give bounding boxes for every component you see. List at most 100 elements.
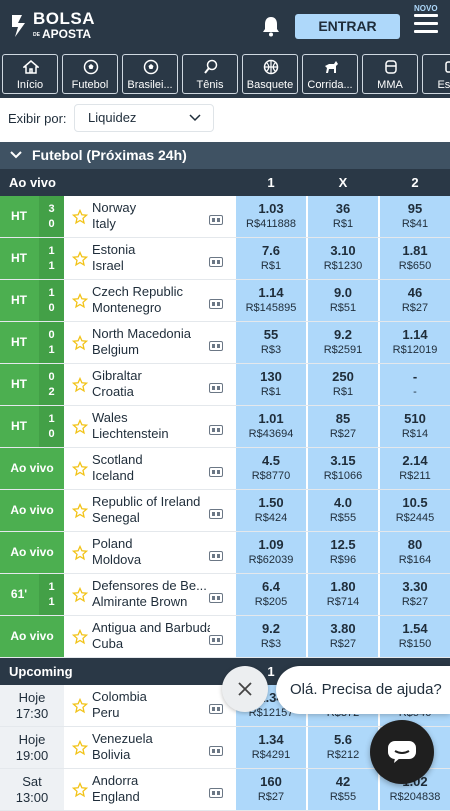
odd-draw[interactable]: 3.80 R$27 [308, 616, 378, 657]
match-teams[interactable]: Poland Moldova [92, 536, 210, 568]
odd-draw[interactable]: 250 R$1 [308, 364, 378, 405]
match-teams[interactable]: Republic of Ireland Senegal [92, 494, 210, 526]
favorite-star-icon[interactable] [71, 628, 89, 650]
sport-tab-futebol[interactable]: Futebol [62, 54, 118, 94]
favorite-star-icon[interactable] [71, 781, 89, 803]
odd-away[interactable]: 46 R$27 [380, 280, 450, 321]
odd-home[interactable]: 130 R$1 [236, 364, 306, 405]
login-button[interactable]: ENTRAR [295, 14, 400, 39]
sport-tab-basquete[interactable]: Basquete [242, 54, 298, 94]
odd-draw[interactable]: 9.2 R$2591 [308, 322, 378, 363]
odd-draw[interactable]: 12.5 R$96 [308, 532, 378, 573]
match-teams[interactable]: Czech Republic Montenegro [92, 284, 210, 316]
favorite-star-icon[interactable] [71, 697, 89, 719]
odd-home[interactable]: 1.09 R$62039 [236, 532, 306, 573]
match-teams[interactable]: Colombia Peru [92, 689, 210, 721]
odd-home[interactable]: 1.34 R$4291 [236, 727, 306, 768]
match-teams[interactable]: North Macedonia Belgium [92, 326, 210, 358]
match-teams[interactable]: Defensores de Be... Almirante Brown [92, 578, 210, 610]
match-teams[interactable]: Scotland Iceland [92, 452, 210, 484]
match-row[interactable]: Ao vivo Scotland Iceland 4.5 R$8770 3.15 R$106… [0, 448, 450, 490]
odd-away[interactable]: 1.14 R$12019 [380, 322, 450, 363]
match-row[interactable]: HT 3 0 Norway Italy 1.03 R$411888 36 R$1 95 R$41 [0, 196, 450, 238]
sport-tab-mma[interactable]: MMA [362, 54, 418, 94]
match-teams[interactable]: Wales Liechtenstein [92, 410, 210, 442]
favorite-star-icon[interactable] [71, 292, 89, 314]
odd-home[interactable]: 7.6 R$1 [236, 238, 306, 279]
odd-away[interactable]: 10.5 R$2445 [380, 490, 450, 531]
hamburger-menu-icon[interactable] [414, 14, 438, 34]
match-row[interactable]: Ao vivo Antigua and Barbuda Cuba 9.2 R$3 3.80… [0, 616, 450, 658]
odd-away[interactable]: 1.54 R$150 [380, 616, 450, 657]
match-row[interactable]: Ao vivo Republic of Ireland Senegal 1.50 R$4… [0, 490, 450, 532]
odd-home[interactable]: 1.14 R$145895 [236, 280, 306, 321]
away-team: Peru [92, 705, 120, 720]
match-row[interactable]: HT 0 1 North Macedonia Belgium 55 R$3 9.2 R$2591… [0, 322, 450, 364]
odd-home[interactable]: 9.2 R$3 [236, 616, 306, 657]
odd-draw[interactable]: 9.0 R$51 [308, 280, 378, 321]
sport-tab-tenis[interactable]: Tênis [182, 54, 238, 94]
sport-tab-brasileirao[interactable]: Brasilei... [122, 54, 178, 94]
match-row[interactable]: HT 1 0 Czech Republic Montenegro 1.14 R$145895… [0, 280, 450, 322]
odd-draw[interactable]: 36 R$1 [308, 196, 378, 237]
sport-tab-especiais[interactable]: Espe [422, 54, 450, 94]
match-teams[interactable]: Andorra England [92, 773, 210, 805]
odd-away[interactable]: 2.14 R$211 [380, 448, 450, 489]
favorite-star-icon[interactable] [71, 334, 89, 356]
odd-away[interactable]: 3.30 R$27 [380, 574, 450, 615]
section-header[interactable]: Futebol (Próximas 24h) [0, 142, 450, 169]
match-teams[interactable]: Estonia Israel [92, 242, 210, 274]
favorite-star-icon[interactable] [71, 460, 89, 482]
odd-home[interactable]: 1.03 R$411888 [236, 196, 306, 237]
favorite-star-icon[interactable] [71, 376, 89, 398]
favorite-star-icon[interactable] [71, 208, 89, 230]
match-teams[interactable]: Gibraltar Croatia [92, 368, 210, 400]
odd-liquidity: R$27 [329, 638, 357, 650]
favorite-star-icon[interactable] [71, 739, 89, 761]
odd-draw[interactable]: 5.6 R$212 [308, 727, 378, 768]
odd-home[interactable]: 1.50 R$424 [236, 490, 306, 531]
odd-liquidity: R$4291 [251, 749, 291, 761]
sort-select[interactable]: Liquidez [74, 104, 214, 132]
odd-home[interactable]: 1.01 R$43694 [236, 406, 306, 447]
odd-home[interactable]: 6.4 R$205 [236, 574, 306, 615]
odd-draw[interactable]: 85 R$27 [308, 406, 378, 447]
odd-home[interactable]: 55 R$3 [236, 322, 306, 363]
favorite-star-icon[interactable] [71, 544, 89, 566]
odd-home[interactable]: 160 R$27 [236, 769, 306, 810]
sport-tab-corridas[interactable]: Corrida... [302, 54, 358, 94]
odd-away[interactable]: 510 R$14 [380, 406, 450, 447]
odd-draw[interactable]: 3.15 R$1066 [308, 448, 378, 489]
odd-away[interactable]: 80 R$164 [380, 532, 450, 573]
match-row[interactable]: HT 0 2 Gibraltar Croatia 130 R$1 250 R$1- - [0, 364, 450, 406]
chat-close-button[interactable] [222, 666, 268, 712]
odd-draw[interactable]: 42 R$55 [308, 769, 378, 810]
match-status: HT 3 0 [0, 196, 64, 237]
odd-draw[interactable]: 3.10 R$1230 [308, 238, 378, 279]
match-row[interactable]: HT 1 1 Estonia Israel 7.6 R$1 3.10 R$1230 1.81 R$6… [0, 238, 450, 280]
odd-away[interactable]: -- [380, 364, 450, 405]
match-teams[interactable]: Norway Italy [92, 200, 210, 232]
match-teams[interactable]: Antigua and Barbuda Cuba [92, 620, 210, 652]
sport-tab-inicio[interactable]: Início [2, 54, 58, 94]
match-row[interactable]: 61' 1 1 Defensores de Be... Almirante Brown 6… [0, 574, 450, 616]
match-teams[interactable]: Venezuela Bolivia [92, 731, 210, 763]
match-row[interactable]: Ao vivo Poland Moldova 1.09 R$62039 12.5 R$96 8… [0, 532, 450, 574]
odd-draw[interactable]: 1.80 R$714 [308, 574, 378, 615]
odd-home[interactable]: 4.5 R$8770 [236, 448, 306, 489]
bolsa-aposta-logo[interactable]: BOLSA DE APOSTA [10, 10, 95, 41]
match-status-label: HT [11, 293, 27, 307]
favorite-star-icon[interactable] [71, 586, 89, 608]
odd-away[interactable]: 95 R$41 [380, 196, 450, 237]
chat-greeting-bubble[interactable]: Olá. Precisa de ajuda? [276, 666, 450, 714]
favorite-star-icon[interactable] [71, 502, 89, 524]
odd-draw[interactable]: 4.0 R$55 [308, 490, 378, 531]
match-status: HT 1 1 [0, 238, 64, 279]
favorite-star-icon[interactable] [71, 250, 89, 272]
odd-liquidity: R$2445 [395, 512, 435, 524]
favorite-star-icon[interactable] [71, 418, 89, 440]
notification-bell-icon[interactable] [261, 15, 281, 37]
odd-away[interactable]: 1.81 R$650 [380, 238, 450, 279]
chat-launcher-button[interactable] [370, 720, 434, 784]
match-row[interactable]: HT 1 0 Wales Liechtenstein 1.01 R$43694 85 R$27 5… [0, 406, 450, 448]
